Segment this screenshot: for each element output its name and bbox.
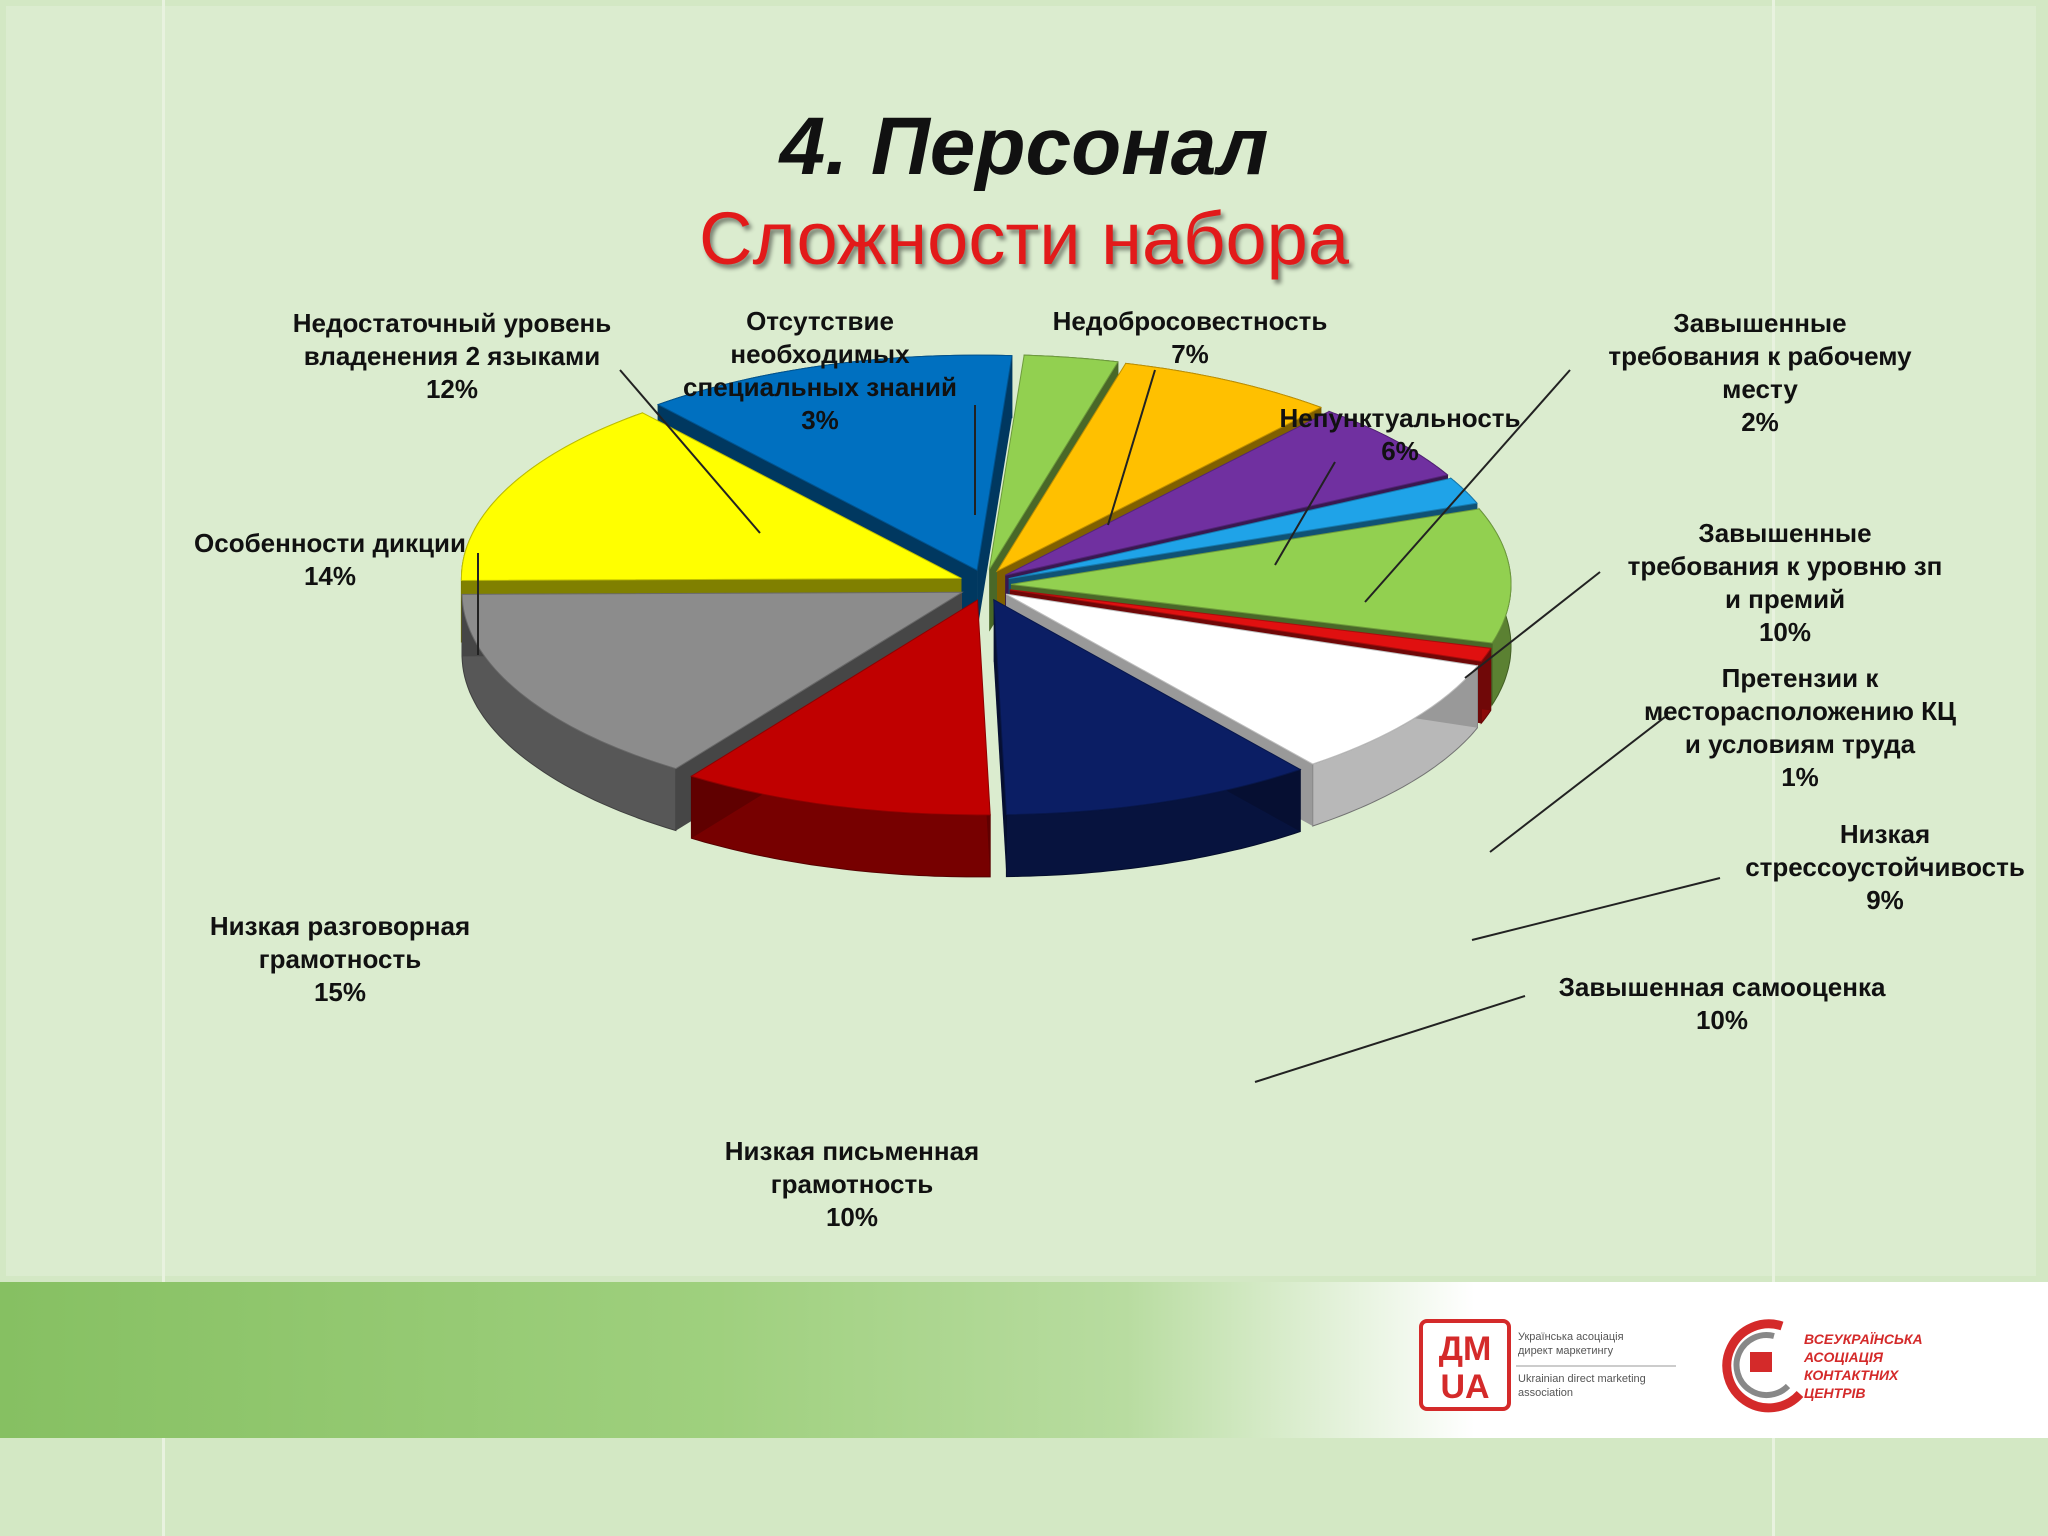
svg-text:ВСЕУКРАЇНСЬКА: ВСЕУКРАЇНСЬКА	[1804, 1331, 1923, 1347]
slice-value-label: 10%	[826, 1202, 878, 1232]
slice-category-label: Отсутствие	[746, 306, 894, 336]
svg-text:UA: UA	[1440, 1368, 1489, 1406]
slice-category-label: месторасположению КЦ	[1644, 696, 1956, 726]
slice-category-label: требования к уровню зп	[1628, 551, 1943, 581]
slice-category-label: Завышенная самооценка	[1559, 972, 1886, 1002]
pie-slice	[690, 599, 991, 816]
slide-title: 4. Персонал	[779, 101, 1269, 192]
leader-line	[619, 369, 761, 534]
slice-label: Низкая стрессоустойчивость 9%	[1745, 819, 2025, 915]
slice-value-label: 14%	[304, 561, 356, 591]
pie-slice	[988, 354, 1119, 570]
slice-label: Непунктуальность 6%	[1280, 403, 1521, 466]
slice-category-label: Претензии к	[1722, 663, 1880, 693]
background-line	[1772, 0, 1775, 1536]
leader-line	[1364, 369, 1571, 603]
dm-ua-logo: ДМ UA Українська асоціація директ маркет…	[1419, 1319, 1676, 1411]
pie-slice	[460, 412, 962, 581]
pie-slice-edge	[977, 355, 1012, 633]
leader-lines-layer	[477, 369, 1721, 1083]
slice-category-label: стрессоустойчивость	[1745, 852, 2025, 882]
svg-text:КОНТАКТНИХ: КОНТАКТНИХ	[1804, 1367, 1900, 1383]
contact-centers-logo: ВСЕУКРАЇНСЬКА АСОЦІАЦІЯ КОНТАКТНИХ ЦЕНТР…	[1722, 1319, 1923, 1413]
svg-text:АСОЦІАЦІЯ: АСОЦІАЦІЯ	[1803, 1349, 1884, 1365]
pie-slice	[1005, 410, 1449, 576]
slice-category-label: необходимых	[730, 339, 910, 369]
slice-value-label: 12%	[426, 374, 478, 404]
slice-label: Особенности дикции 14%	[194, 528, 466, 591]
slice-label: Низкая разговорная грамотность 15%	[210, 911, 470, 1007]
pie-slice	[995, 362, 1323, 573]
slice-label: Завышенные требования к уровню зп и премий…	[1628, 518, 1943, 647]
pie-slice	[1008, 477, 1478, 580]
slice-category-label: Завышенные	[1698, 518, 1871, 548]
slice-category-label: и условиям труда	[1685, 729, 1916, 759]
slice-category-label: владенения 2 языками	[304, 341, 601, 371]
slice-value-label: 15%	[314, 977, 366, 1007]
leader-line	[1489, 716, 1666, 853]
pie-slice	[1009, 589, 1492, 662]
pie-chart: Отсутствие необходимых специальных знаний 3…	[194, 306, 2025, 1232]
slice-value-label: 9%	[1866, 885, 1904, 915]
slice-category-label: грамотность	[771, 1169, 933, 1199]
slice-category-label: месту	[1722, 374, 1798, 404]
pie-slice	[993, 598, 1302, 816]
slice-category-label: требования к рабочему	[1608, 341, 1912, 371]
slice-category-label: Завышенные	[1673, 308, 1846, 338]
slice-category-label: Непунктуальность	[1280, 403, 1521, 433]
slice-category-label: Низкая разговорная	[210, 911, 470, 941]
background-line	[162, 0, 165, 1536]
slice-label: Завышенная самооценка 10%	[1559, 972, 1886, 1035]
pie-slice	[656, 354, 1013, 571]
slice-category-label: Особенности дикции	[194, 528, 466, 558]
slice-value-label: 3%	[801, 405, 839, 435]
slice-label: Отсутствие необходимых специальных знаний 3…	[683, 306, 957, 435]
slice-category-label: грамотность	[259, 944, 421, 974]
pie-slice	[461, 591, 964, 770]
slice-label: Претензии к месторасположению КЦ и условия…	[1644, 663, 1956, 792]
slice-label: Низкая письменная грамотность 10%	[725, 1136, 979, 1232]
svg-text:директ маркетингу: директ маркетингу	[1518, 1345, 1614, 1357]
slice-category-label: Низкая	[1840, 819, 1930, 849]
slice-category-label: Недостаточный уровень	[293, 308, 611, 338]
leader-line	[1107, 369, 1156, 526]
slice-category-label: и премий	[1725, 584, 1845, 614]
svg-text:association: association	[1518, 1387, 1573, 1399]
pie-slice-edge	[993, 599, 1007, 877]
svg-text:ДМ: ДМ	[1439, 1330, 1492, 1368]
slice-label: Недобросовестность 7%	[1053, 306, 1328, 369]
leader-line	[1254, 995, 1526, 1083]
svg-text:Українська асоціація: Українська асоціація	[1518, 1331, 1624, 1343]
slice-category-label: Недобросовестность	[1053, 306, 1328, 336]
leader-line	[1464, 571, 1601, 679]
slice-category-label: специальных знаний	[683, 372, 957, 402]
leader-line	[1471, 877, 1721, 941]
slice-label: Недостаточный уровень владенения 2 языкам…	[293, 308, 611, 404]
leader-line	[1274, 461, 1336, 566]
slice-value-label: 6%	[1381, 436, 1419, 466]
slide-subtitle: Сложности набора	[699, 197, 1349, 280]
slice-value-label: 7%	[1171, 339, 1209, 369]
slice-value-label: 10%	[1759, 617, 1811, 647]
slice-value-label: 2%	[1741, 407, 1779, 437]
svg-text:Ukrainian direct marketing: Ukrainian direct marketing	[1518, 1373, 1646, 1385]
labels-layer: Отсутствие необходимых специальных знаний 3…	[194, 306, 2025, 1232]
pie-slice	[1010, 508, 1512, 644]
slice-label: Завышенные требования к рабочему месту 2%	[1608, 308, 1912, 437]
slice-category-label: Низкая письменная	[725, 1136, 979, 1166]
slice-value-label: 1%	[1781, 762, 1819, 792]
svg-text:ЦЕНТРІВ: ЦЕНТРІВ	[1804, 1385, 1866, 1401]
slice-value-label: 10%	[1696, 1005, 1748, 1035]
slices-layer	[460, 354, 1512, 878]
footer-band	[0, 1282, 2048, 1438]
